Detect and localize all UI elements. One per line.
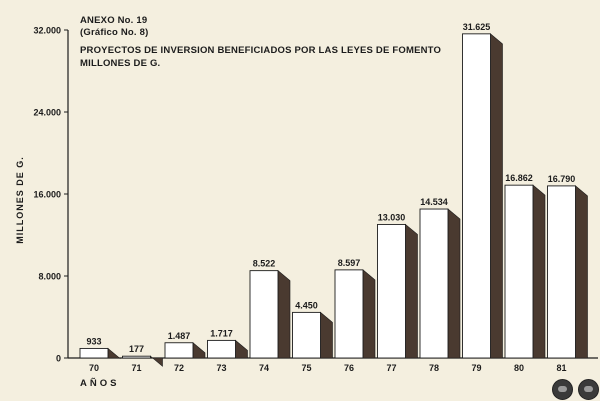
graph-number-label: (Gráfico No. 8) (80, 27, 149, 38)
bar-shadow (447, 208, 461, 359)
bar-shadow (235, 339, 248, 359)
chart-title: PROYECTOS DE INVERSION BENEFICIADOS POR … (80, 45, 442, 56)
x-tick-label: 71 (131, 363, 141, 373)
y-axis-label: MILLONES DE G. (15, 156, 25, 244)
x-tick-label: 76 (344, 363, 354, 373)
bar-shadow (532, 184, 546, 359)
bar-shadow (192, 342, 206, 359)
bar (462, 33, 491, 359)
bar-shadow (490, 33, 503, 359)
x-tick-label: 80 (514, 363, 524, 373)
x-tick-label: 74 (259, 363, 269, 373)
bar-shadow (107, 347, 121, 360)
bar-value-label: 1.717 (210, 328, 233, 338)
bar-value-label: 4.450 (295, 300, 318, 310)
x-tick-label: 77 (386, 363, 396, 373)
y-tick-label: 32.000 (33, 26, 61, 36)
x-tick-label: 78 (429, 363, 439, 373)
bar (334, 269, 364, 359)
x-tick-label: 70 (89, 363, 99, 373)
bar (547, 185, 576, 359)
x-tick-label: 72 (174, 363, 184, 373)
bar-shadow (405, 223, 418, 359)
x-axis-label: AÑOS (80, 378, 120, 389)
bar-value-label: 13.030 (378, 212, 406, 222)
bar-value-label: 8.597 (338, 258, 361, 268)
x-tick-label: 81 (556, 363, 566, 373)
y-tick-label: 0 (56, 354, 61, 364)
annex-label: ANEXO No. 19 (80, 15, 148, 26)
page-corner-icon (552, 379, 573, 400)
bar (249, 270, 279, 359)
bar-shadow (320, 311, 333, 359)
page-corner-icon (578, 379, 599, 400)
bar (207, 339, 236, 359)
bar-value-label: 177 (129, 344, 144, 354)
bar (292, 311, 321, 359)
bar-value-label: 31.625 (463, 22, 491, 32)
bar-value-label: 8.522 (253, 259, 276, 269)
chart-subtitle: MILLONES DE G. (80, 58, 161, 69)
bar (377, 223, 406, 359)
bar (504, 184, 534, 359)
bar-value-label: 16.862 (505, 173, 533, 183)
x-tick-label: 75 (301, 363, 311, 373)
bar (122, 355, 151, 359)
bar (164, 342, 194, 359)
bar (79, 347, 109, 359)
x-tick-label: 73 (216, 363, 226, 373)
bar-value-label: 16.790 (548, 174, 576, 184)
y-tick-label: 16.000 (33, 190, 61, 200)
bar-value-label: 1.487 (168, 331, 191, 341)
bar-value-label: 14.534 (420, 197, 448, 207)
bar (419, 208, 449, 359)
x-tick-label: 79 (471, 363, 481, 373)
bar-shadow (575, 185, 588, 359)
y-tick-label: 8.000 (38, 272, 61, 282)
y-tick-label: 24.000 (33, 108, 61, 118)
bar-shadow (362, 269, 376, 359)
bar-value-label: 933 (86, 336, 101, 346)
bar-shadow (277, 270, 291, 359)
